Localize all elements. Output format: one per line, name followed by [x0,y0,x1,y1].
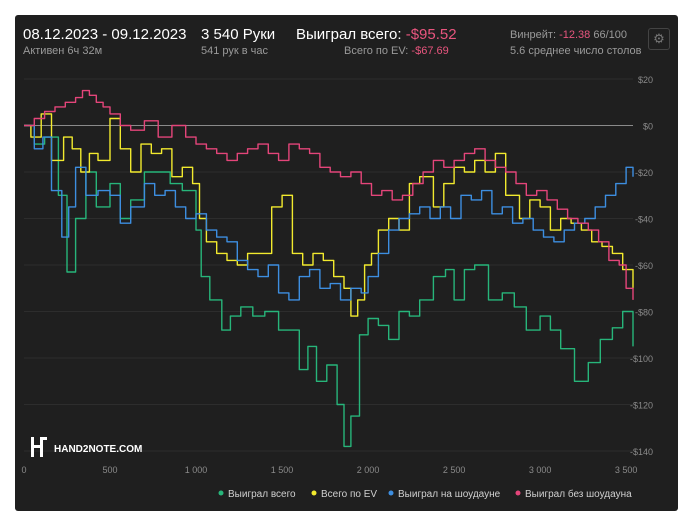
showdown-line [24,124,634,301]
y-axis: $20 $0 -$20 -$40 -$60 -$80 -$100 -$120 -$140 [630,75,653,457]
y-tick-label: -$140 [630,447,653,457]
x-tick-label: 3 500 [615,465,638,475]
y-tick-label: -$80 [635,308,653,318]
won-total-line [24,124,634,448]
legend-swatch [218,490,224,496]
legend-label: Выиграл без шоудауна [525,488,632,500]
gear-icon[interactable]: ⚙ [648,28,670,50]
y-tick-label: $20 [638,75,653,85]
x-tick-label: 1 500 [271,465,294,475]
avg-tables: 5.6 среднее число столов [510,45,642,57]
winrate-value: -12.38 [559,29,591,41]
ev-total-line [24,113,634,317]
won-total: Выиграл всего: -$95.52 [296,26,457,43]
x-tick-label: 1 000 [185,465,208,475]
logo: HAND2NOTE.COM [31,437,142,457]
legend-label: Всего по EV [321,489,377,500]
legend-ev-total[interactable]: Всего по EV [311,489,378,500]
legend-swatch [388,490,394,496]
winrate-suffix: 66/100 [593,29,628,41]
x-axis: 0 500 1 000 1 500 2 000 2 500 3 000 3 500 [21,465,637,475]
ev-total: Всего по EV: -$67.69 [344,45,449,57]
x-tick-label: 2 000 [357,465,380,475]
non-showdown-line [24,89,634,300]
series-lines [24,89,634,448]
x-tick-label: 500 [103,465,118,475]
logo-text: HAND2NOTE.COM [54,444,142,455]
active-time: Активен 6ч 32м [23,45,103,57]
winrate: Винрейт: -12.38 66/100 [510,29,627,41]
ev-total-value: -$67.69 [411,45,449,57]
y-tick-label: -$20 [635,168,653,178]
legend-won-total[interactable]: Выиграл всего [218,489,297,500]
legend-swatch [515,490,521,496]
y-tick-label: -$100 [630,354,653,364]
hands-count: 3 540 Руки [201,26,276,43]
x-tick-label: 3 000 [529,465,552,475]
legend-non-showdown[interactable]: Выиграл без шоудауна [515,488,633,500]
date-range: 08.12.2023 - 09.12.2023 [23,26,187,43]
legend-label: Выиграл всего [228,489,296,500]
legend-label: Выиграл на шоудауне [398,489,501,500]
legend-swatch [311,490,317,496]
ev-total-label: Всего по EV: [344,45,409,57]
y-tick-label: -$120 [630,401,653,411]
x-tick-label: 2 500 [443,465,466,475]
legend: Выиграл всего Всего по EV Выиграл на шоуда… [218,488,633,500]
winrate-label: Винрейт: [510,29,557,41]
x-tick-label: 0 [21,465,26,475]
y-tick-label: -$40 [635,215,653,225]
hands-per-hour: 541 рук в час [201,45,269,57]
legend-showdown[interactable]: Выиграл на шоудауне [388,489,501,500]
hand2note-logo-icon [31,437,47,457]
grid [24,78,633,452]
won-total-label: Выиграл всего: [296,26,402,43]
y-tick-label: $0 [643,122,653,132]
won-total-value: -$95.52 [405,26,457,43]
y-tick-label: -$60 [635,261,653,271]
chart-panel [15,15,678,511]
